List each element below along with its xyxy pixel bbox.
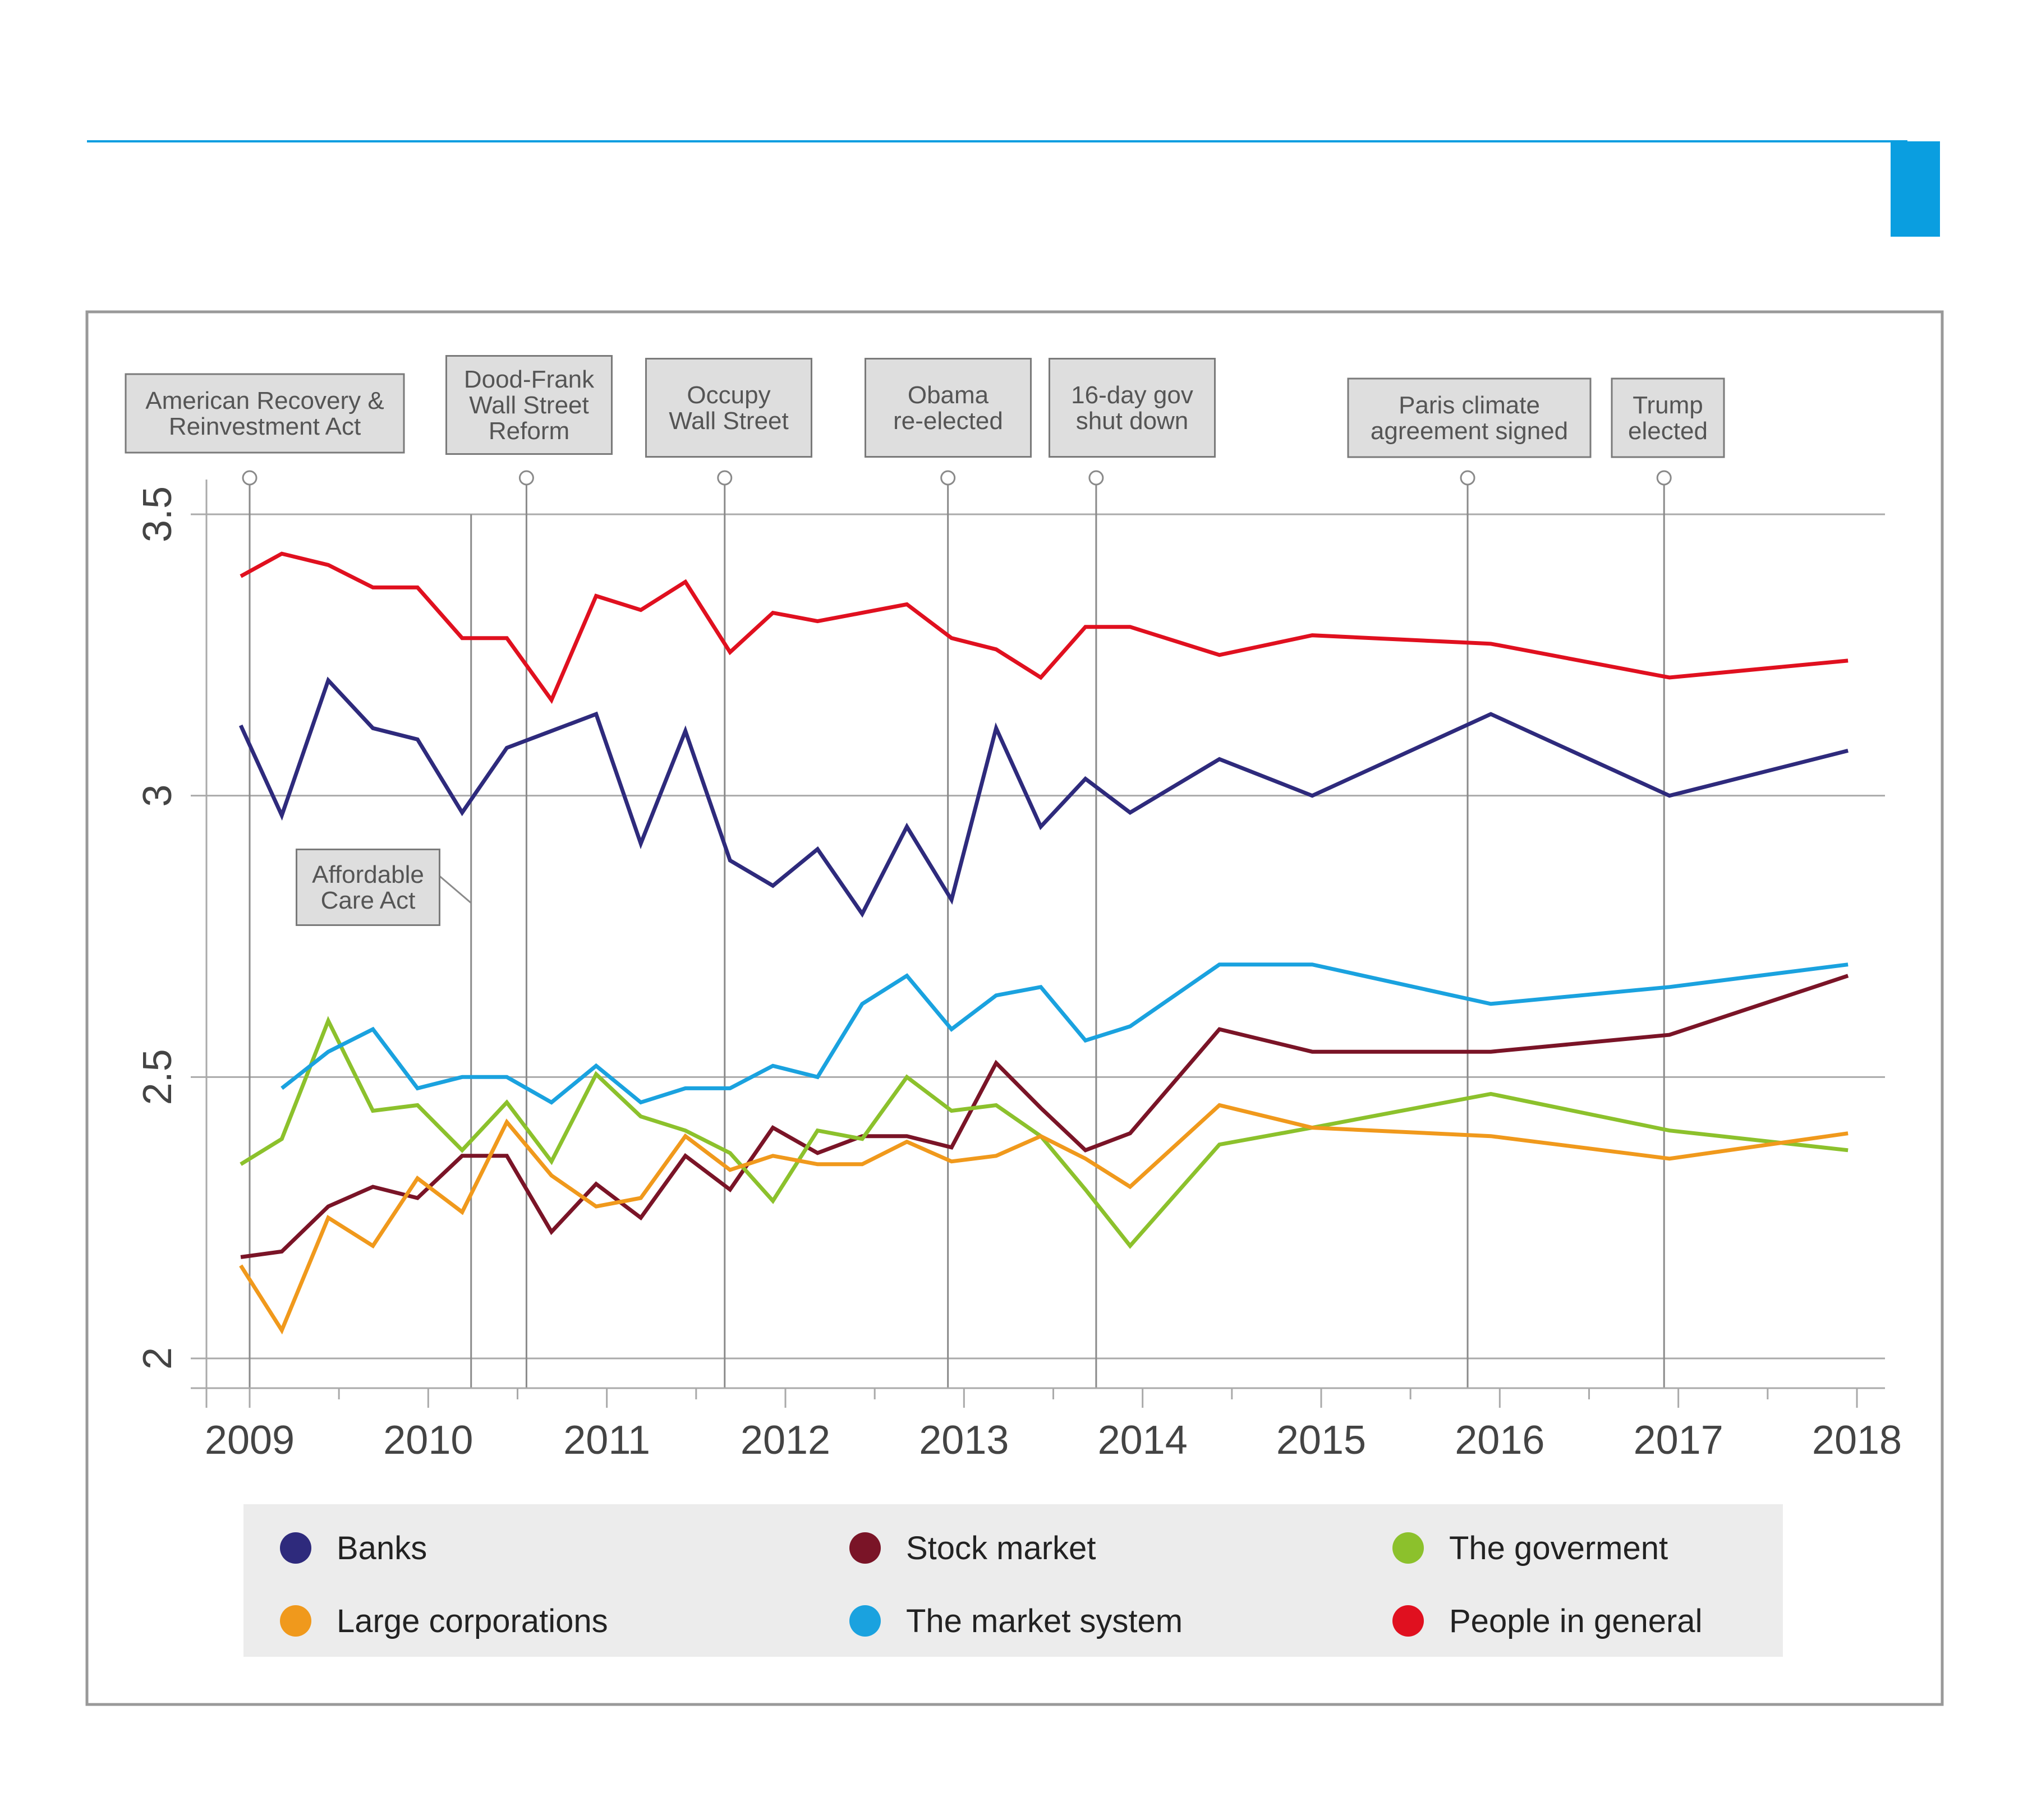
legend-label: The market system [906,1603,1183,1639]
legend-swatch [280,1532,311,1564]
annotation-label: Reform [489,417,569,445]
series-line-stock_market [240,974,1849,1259]
annotation-box [1611,377,1725,458]
annotation-leader [439,875,472,904]
header-accent-block [1891,141,1940,237]
legend-label: People in general [1449,1603,1702,1639]
x-tick-label: 2012 [741,1418,830,1463]
series-line-government [240,1016,1849,1249]
legend: Banks Stock market The goverment Large corp… [243,1504,1783,1657]
legend-item-people: People in general [1392,1603,1702,1639]
series-large_corporations [239,1103,1849,1335]
series-banks [238,676,1849,918]
annotation-marker [940,470,956,486]
annotation-box [445,355,613,455]
series-people [240,551,1849,704]
legend-swatch [1392,1605,1424,1637]
annotation-marker [717,470,733,486]
legend-item-market_system: The market system [849,1603,1183,1639]
annotation-marker [1088,470,1104,486]
legend-label: Large corporations [337,1603,608,1639]
legend-item-large_corporations: Large corporations [280,1603,608,1639]
series-market_system [281,962,1849,1105]
x-tick-label: 2014 [1098,1418,1188,1463]
annotation-label: Affordable [312,861,424,888]
annotation-label: agreement signed [1371,417,1568,445]
legend-swatch [280,1605,311,1637]
legend-label: Stock market [906,1530,1096,1566]
annotation-recovery_act: American Recovery &Reinvestment Act [125,373,405,1388]
series-government [240,1016,1849,1249]
annotation-box [1049,358,1216,458]
annotation-label: Paris climate [1399,391,1540,419]
series-line-market_system [281,962,1849,1105]
y-tick-label: 3 [135,785,180,807]
x-tick-label: 2017 [1634,1418,1723,1463]
legend-label: The goverment [1449,1530,1668,1566]
annotation-box [645,358,812,458]
annotation-marker [518,470,534,486]
x-tick-label: 2010 [383,1418,473,1463]
annotation-label: Care Act [321,887,416,914]
annotation-box [865,358,1032,458]
annotation-label: re-elected [893,407,1003,435]
annotation-label: 16-day gov [1071,381,1193,409]
annotation-label: shut down [1076,407,1189,435]
legend-swatch [849,1532,881,1564]
x-tick-label: 2018 [1812,1418,1902,1463]
legend-item-banks: Banks [280,1530,427,1566]
legend-swatch [849,1605,881,1637]
legend-swatch [1392,1532,1424,1564]
y-tick-label: 3.5 [135,486,180,542]
y-tick-label: 2.5 [135,1049,180,1105]
x-tick-label: 2009 [205,1418,295,1463]
annotation-label: Reinvestment Act [169,413,361,440]
y-tick-label: 2 [135,1347,180,1370]
series-stock_market [240,974,1849,1259]
chart-frame [85,310,1944,1706]
x-tick-label: 2016 [1455,1418,1544,1463]
annotation-marker [1460,470,1475,486]
annotation-label: Trump [1633,391,1703,419]
series [238,551,1849,1335]
annotation-box [1347,377,1592,458]
x-tick-label: 2013 [919,1418,1009,1463]
axes: 2 2.5 3 3.5 2009 2010 2011 2012 2013 2014 2015 2016… [135,480,1902,1463]
grid [191,513,1885,1360]
legend-label: Banks [337,1530,427,1566]
annotation-label: Occupy [687,381,770,409]
annotation-label: Dood-Frank [464,366,595,393]
legend-box [243,1504,1783,1657]
series-line-people [240,551,1849,704]
annotation-label: American Recovery & [145,387,384,414]
legend-item-government: The goverment [1392,1530,1668,1566]
annotation-marker [1656,470,1672,486]
annotation-label: elected [1628,417,1708,445]
annotation-box [296,849,440,926]
annotation-label: Wall Street [469,391,589,419]
annotation-label: Wall Street [669,407,789,435]
legend-item-stock_market: Stock market [849,1530,1096,1566]
annotation-marker [242,470,258,486]
x-tick-label: 2015 [1276,1418,1366,1463]
annotation-label: Obama [908,381,989,409]
series-line-banks [238,676,1849,918]
annotation-box [125,373,405,454]
x-tick-label: 2011 [563,1418,650,1463]
series-line-large_corporations [239,1103,1849,1335]
annotations: American Recovery &Reinvestment ActDood-… [125,355,1725,1388]
